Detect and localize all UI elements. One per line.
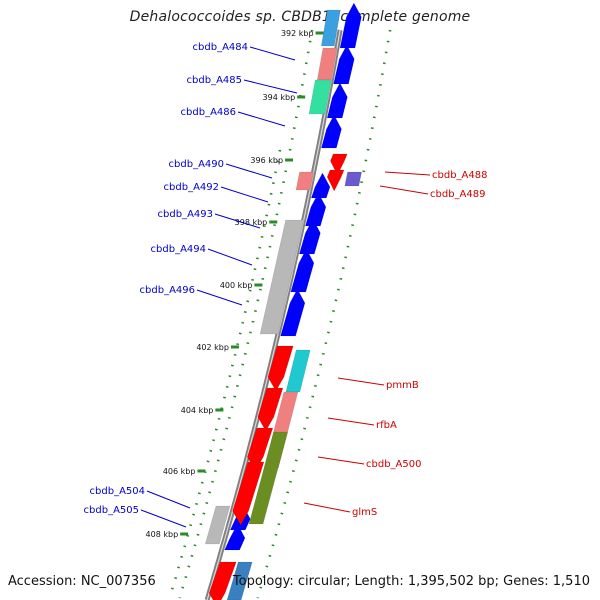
gene-label: cbdb_A488 xyxy=(432,170,487,181)
backbone-highlight xyxy=(206,29,341,600)
gene-label: cbdb_A493 xyxy=(158,209,213,220)
gene-leader-line xyxy=(140,509,187,528)
gene-leader-line xyxy=(384,171,431,176)
gene-label: cbdb_A486 xyxy=(181,107,236,118)
gene-leader-line xyxy=(379,185,429,195)
tick-label: 406 kbp xyxy=(163,467,196,476)
feature-block xyxy=(204,505,231,545)
tick-label: 396 kbp xyxy=(250,156,283,165)
forward-gene-arrow xyxy=(339,2,362,49)
tick-label: 404 kbp xyxy=(181,406,214,415)
gene-leader-line xyxy=(220,186,269,203)
tick-label: 394 kbp xyxy=(263,93,296,102)
reverse-gene-arrow xyxy=(257,387,284,432)
forward-gene-arrow xyxy=(224,523,246,551)
gene-leader-line xyxy=(249,46,296,61)
outer-left-tick-ring xyxy=(178,29,314,599)
gene-leader-line xyxy=(303,502,351,513)
gene-label: pmmB xyxy=(386,380,419,391)
gene-leader-line xyxy=(327,417,375,426)
feature-block xyxy=(308,79,332,115)
gene-label: cbdb_A489 xyxy=(430,189,485,200)
gene-leader-line xyxy=(207,248,253,266)
feature-block xyxy=(226,561,253,600)
accession-text: Accession: NC_007356 xyxy=(8,574,156,589)
gene-label: cbdb_A490 xyxy=(169,159,224,170)
feature-block xyxy=(320,9,341,47)
map-title: Dehalococcoides sp. CBDB1, complete geno… xyxy=(129,9,471,25)
gene-label: cbdb_A500 xyxy=(366,459,421,470)
tick-label: 400 kbp xyxy=(220,281,253,290)
tick-label: 392 kbp xyxy=(281,29,314,38)
forward-gene-arrow xyxy=(321,114,342,149)
gene-leader-line xyxy=(243,79,298,94)
reverse-gene-arrow xyxy=(330,153,348,176)
gene-leader-line xyxy=(225,163,273,179)
topology-text: Topology: circular; Length: 1,395,502 bp… xyxy=(232,574,590,589)
reverse-gene-arrow xyxy=(208,561,237,600)
feature-block xyxy=(295,171,314,191)
outer-right-tick-ring xyxy=(256,29,392,599)
gene-label: cbdb_A492 xyxy=(164,182,219,193)
feature-block xyxy=(259,219,305,335)
gene-leader-line xyxy=(146,490,191,509)
gene-label: cbdb_A504 xyxy=(90,486,145,497)
gene-leader-line xyxy=(337,377,385,386)
reverse-gene-arrow xyxy=(267,345,294,392)
gene-label: rfbA xyxy=(376,420,397,431)
feature-block xyxy=(285,349,311,393)
gene-label: cbdb_A505 xyxy=(84,505,139,516)
feature-block xyxy=(344,171,362,187)
forward-gene-arrow xyxy=(280,288,306,337)
feature-block xyxy=(248,431,289,525)
reverse-gene-arrow xyxy=(326,169,345,192)
tick-label: 398 kbp xyxy=(235,218,268,227)
reverse-gene-arrow xyxy=(232,461,265,526)
gene-label: cbdb_A484 xyxy=(193,42,248,53)
tick-label: 402 kbp xyxy=(196,343,229,352)
gene-label: cbdb_A494 xyxy=(151,244,206,255)
gene-leader-line xyxy=(237,111,286,127)
gene-label: glmS xyxy=(352,507,377,518)
gene-leader-line xyxy=(214,213,261,229)
gene-label: cbdb_A485 xyxy=(187,75,242,86)
gene-leader-line xyxy=(317,456,365,465)
gene-leader-line xyxy=(196,289,243,306)
gene-label: cbdb_A496 xyxy=(140,285,195,296)
tick-label: 408 kbp xyxy=(146,530,179,539)
forward-gene-arrow xyxy=(333,44,355,85)
